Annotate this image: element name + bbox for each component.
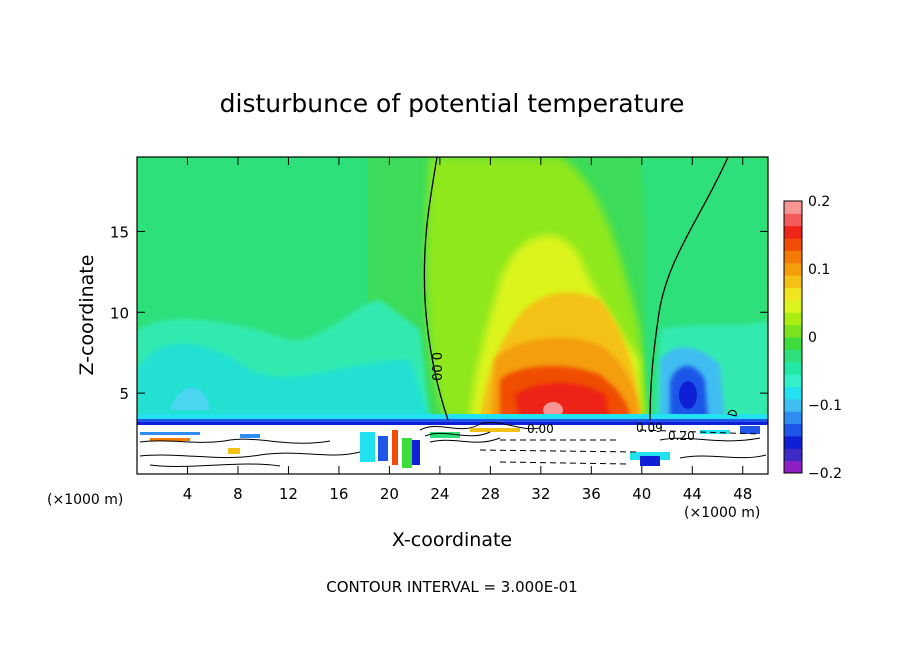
surface-darkblue-band	[137, 422, 768, 425]
x-tick-label: 36	[582, 485, 601, 503]
colorbar-label: −0.1	[808, 398, 842, 414]
x-tick-label: 28	[481, 485, 500, 503]
colorbar-label: 0	[808, 330, 817, 346]
colorbar-label: 0.2	[808, 194, 830, 210]
colorbar-segment	[784, 299, 802, 313]
contour-label-right2: 0.20	[668, 429, 695, 443]
surface-blue-band	[137, 419, 768, 423]
contour-label-right: 0.09	[636, 421, 663, 435]
y-tick-label: 5	[119, 385, 129, 403]
colorbar-segment	[784, 337, 802, 350]
y-axis-title: Z-coordinate	[76, 255, 98, 376]
colorbar-segment	[784, 250, 802, 264]
x-axis-title: X-coordinate	[392, 529, 512, 551]
y-tick-label: 10	[110, 304, 129, 322]
colorbar-frame	[783, 200, 803, 474]
colorbar-label: −0.2	[808, 466, 842, 482]
x-tick-label: 16	[329, 485, 348, 503]
colorbar-segment	[784, 287, 802, 301]
x-axis-ticks: 4 8 12 16 20 24 28 32 36 40 44 48	[183, 157, 752, 503]
field-right-darkblue	[679, 381, 697, 409]
colorbar-segment	[784, 349, 802, 363]
colorbar-segment	[784, 238, 802, 251]
x-unit-right: (×1000 m)	[684, 505, 760, 521]
plot-frame	[136, 156, 769, 475]
contour-label-mid: 0.00	[527, 422, 554, 436]
colorbar-segment	[784, 411, 802, 425]
ground-contour-lines	[139, 422, 767, 467]
y-axis-ticks: 5 10 15	[110, 223, 768, 403]
x-tick-label: 20	[380, 485, 399, 503]
colorbar-segment	[784, 275, 802, 289]
colorbar	[784, 201, 802, 474]
y-tick-label: 15	[110, 223, 129, 241]
x-tick-label: 44	[683, 485, 702, 503]
field-left-green	[137, 157, 367, 347]
colorbar-segment	[784, 312, 802, 326]
colorbar-segment	[784, 374, 802, 387]
field-plume-darkred	[515, 382, 610, 420]
zero-contour-left	[423, 157, 449, 421]
colorbar-segment	[784, 225, 802, 239]
zero-contour-right	[649, 157, 729, 421]
chart-title: disturbunce of potential temperature	[220, 89, 685, 118]
colorbar-labels: 0.2 0.1 0 −0.1 −0.2	[808, 194, 842, 482]
x-tick-label: 32	[531, 485, 550, 503]
x-tick-label: 48	[733, 485, 752, 503]
small-contour-loop	[727, 409, 737, 417]
contour-interval-annotation: CONTOUR INTERVAL = 3.000E-01	[326, 578, 577, 596]
colorbar-segment	[784, 324, 802, 338]
colorbar-label: 0.1	[808, 262, 830, 278]
colorbar-segment	[784, 423, 802, 437]
field-left-teal2	[137, 343, 430, 420]
surface-cyan-band	[137, 414, 768, 420]
colorbar-segment	[784, 460, 802, 474]
colorbar-segment	[784, 448, 802, 462]
colorbar-segment	[784, 361, 802, 375]
x-tick-label: 12	[279, 485, 298, 503]
contour-label-left: 0.00	[428, 352, 443, 381]
colorbar-segment	[784, 262, 802, 276]
contour-field	[137, 157, 768, 474]
x-tick-label: 8	[233, 485, 243, 503]
x-unit-left: (×1000 m)	[47, 492, 123, 508]
field-cyan-left	[170, 387, 210, 410]
x-tick-label: 4	[183, 485, 193, 503]
colorbar-segment	[784, 398, 802, 412]
x-tick-label: 40	[632, 485, 651, 503]
ground-color-patches	[140, 426, 760, 468]
colorbar-segment	[784, 386, 802, 400]
colorbar-segment	[784, 201, 802, 214]
x-tick-label: 24	[430, 485, 449, 503]
colorbar-segment	[784, 435, 802, 449]
colorbar-segment	[784, 213, 802, 227]
